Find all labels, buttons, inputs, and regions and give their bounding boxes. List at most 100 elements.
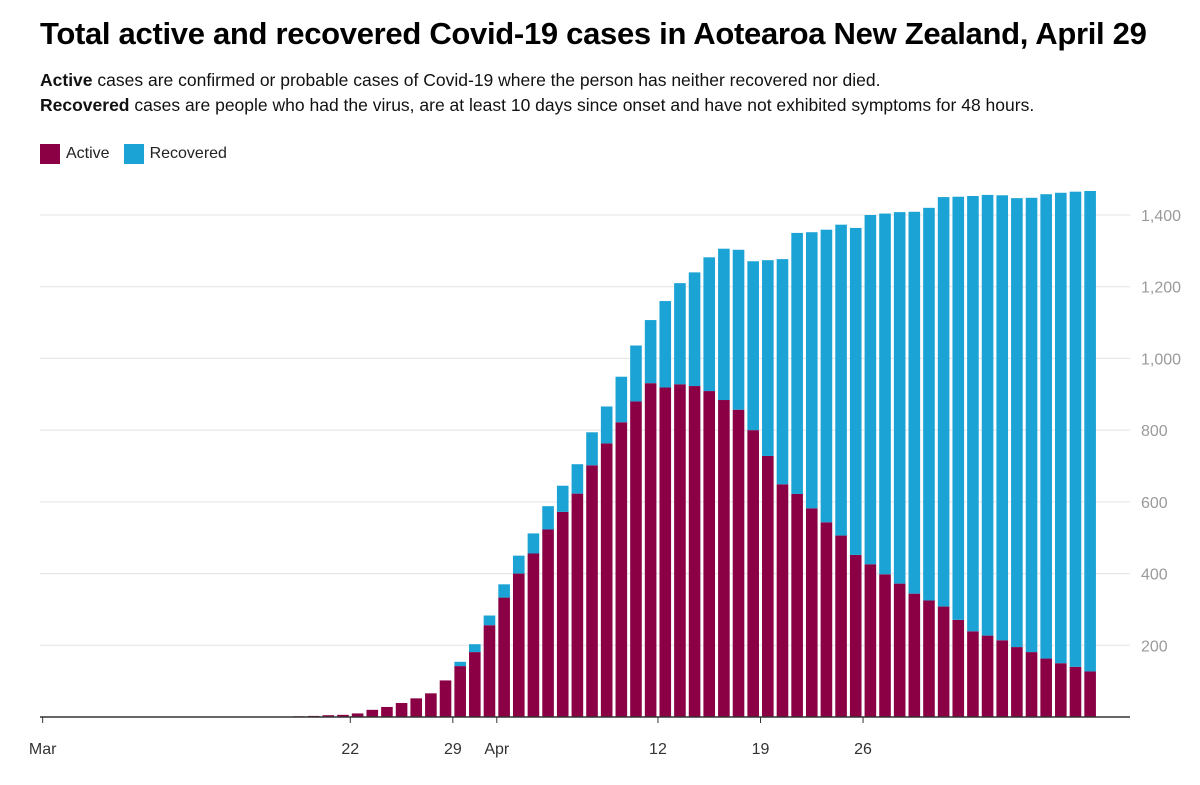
bar-recovered[interactable] <box>600 406 613 444</box>
bar-active[interactable] <box>835 535 847 717</box>
bar-active[interactable] <box>395 703 408 717</box>
bar-active[interactable] <box>527 553 540 717</box>
bar-active[interactable] <box>805 508 818 717</box>
bar-recovered[interactable] <box>718 248 730 401</box>
bar-active[interactable] <box>762 455 774 717</box>
bar-active[interactable] <box>337 714 349 717</box>
bar-active[interactable] <box>381 706 393 717</box>
bar-recovered[interactable] <box>1084 190 1096 672</box>
bar-active[interactable] <box>498 597 510 717</box>
bar-recovered[interactable] <box>996 195 1009 641</box>
bar-recovered[interactable] <box>747 261 759 431</box>
bar-recovered[interactable] <box>835 224 847 536</box>
bar-recovered[interactable] <box>1069 191 1082 667</box>
bar-active[interactable] <box>630 401 642 717</box>
bar-active[interactable] <box>791 493 803 717</box>
bar-active[interactable] <box>1025 652 1038 717</box>
bar-active[interactable] <box>439 680 452 717</box>
bar-active[interactable] <box>571 493 584 717</box>
bar-active[interactable] <box>893 583 906 717</box>
bar-active[interactable] <box>718 400 730 717</box>
bar-active[interactable] <box>425 693 437 717</box>
bar-active[interactable] <box>615 422 628 717</box>
bar-active[interactable] <box>1011 647 1023 717</box>
bar-recovered[interactable] <box>1025 197 1038 653</box>
legend-item-recovered[interactable]: Recovered <box>123 144 227 164</box>
bar-active[interactable] <box>776 484 789 717</box>
bar-recovered[interactable] <box>659 301 672 388</box>
bar-recovered[interactable] <box>820 229 833 523</box>
bar-active[interactable] <box>586 465 598 717</box>
bar-active[interactable] <box>849 554 862 717</box>
bar-recovered[interactable] <box>674 283 686 385</box>
bar-recovered[interactable] <box>615 376 628 423</box>
bar-active[interactable] <box>1040 658 1052 717</box>
bar-recovered[interactable] <box>498 584 510 598</box>
bar-active[interactable] <box>366 709 379 717</box>
bar-active[interactable] <box>1055 663 1067 717</box>
bar-recovered[interactable] <box>1011 198 1023 648</box>
bar-recovered[interactable] <box>923 207 935 601</box>
bar-recovered[interactable] <box>630 345 642 402</box>
bar-recovered[interactable] <box>688 272 701 387</box>
bar-active[interactable] <box>937 606 950 717</box>
bar-recovered[interactable] <box>805 232 818 509</box>
bar-active[interactable] <box>967 631 979 717</box>
bar-recovered[interactable] <box>937 197 950 607</box>
bar-recovered[interactable] <box>981 194 994 636</box>
bar-recovered[interactable] <box>893 212 906 584</box>
bar-active[interactable] <box>703 391 716 717</box>
bar-active[interactable] <box>469 652 481 717</box>
bar-recovered[interactable] <box>762 260 774 456</box>
bar-active[interactable] <box>556 511 569 717</box>
bar-recovered[interactable] <box>879 213 891 575</box>
bar-active[interactable] <box>483 625 496 717</box>
bar-recovered[interactable] <box>952 196 965 620</box>
bar-active[interactable] <box>659 387 672 717</box>
bar-recovered[interactable] <box>776 259 789 485</box>
bar-recovered[interactable] <box>732 249 745 410</box>
bar-active[interactable] <box>1069 666 1082 717</box>
bar-active[interactable] <box>908 593 921 717</box>
bar-active[interactable] <box>864 564 877 717</box>
bar-recovered[interactable] <box>1040 194 1052 659</box>
bar-active[interactable] <box>512 573 525 717</box>
bar-recovered[interactable] <box>512 555 525 574</box>
bar-active[interactable] <box>351 713 364 717</box>
bar-active[interactable] <box>879 574 891 717</box>
bar-active[interactable] <box>952 619 965 717</box>
legend-item-active[interactable]: Active <box>40 144 110 164</box>
bar-active[interactable] <box>732 409 745 717</box>
bar-active[interactable] <box>674 384 686 717</box>
bar-active[interactable] <box>923 600 935 717</box>
bar-active[interactable] <box>996 640 1009 717</box>
bar-active[interactable] <box>747 430 759 717</box>
bar-recovered[interactable] <box>908 211 921 594</box>
bar-recovered[interactable] <box>967 195 979 632</box>
bar-recovered[interactable] <box>849 227 862 555</box>
bar-active[interactable] <box>410 698 423 717</box>
bar-recovered[interactable] <box>703 257 716 392</box>
bar-recovered[interactable] <box>483 615 496 626</box>
bar-recovered[interactable] <box>791 232 803 494</box>
recovered-definition-text: cases are people who had the virus, are … <box>129 95 1035 115</box>
bar-recovered[interactable] <box>1055 192 1067 664</box>
bar-recovered[interactable] <box>571 464 584 494</box>
bar-active[interactable] <box>981 635 994 717</box>
bar-recovered[interactable] <box>454 661 466 667</box>
bar-active[interactable] <box>820 522 833 717</box>
bar-recovered[interactable] <box>644 320 657 384</box>
bar-recovered[interactable] <box>864 215 877 565</box>
bar-recovered[interactable] <box>527 533 540 554</box>
bar-active[interactable] <box>1084 671 1096 717</box>
bar-recovered[interactable] <box>469 644 481 653</box>
bar-recovered[interactable] <box>556 485 569 512</box>
bar-active[interactable] <box>322 715 335 717</box>
bar-active[interactable] <box>454 666 466 717</box>
bar-recovered[interactable] <box>586 432 598 466</box>
bar-active[interactable] <box>600 443 613 717</box>
bar-recovered[interactable] <box>542 506 554 530</box>
bar-active[interactable] <box>688 386 701 717</box>
bar-active[interactable] <box>644 383 657 717</box>
bar-active[interactable] <box>542 529 554 717</box>
